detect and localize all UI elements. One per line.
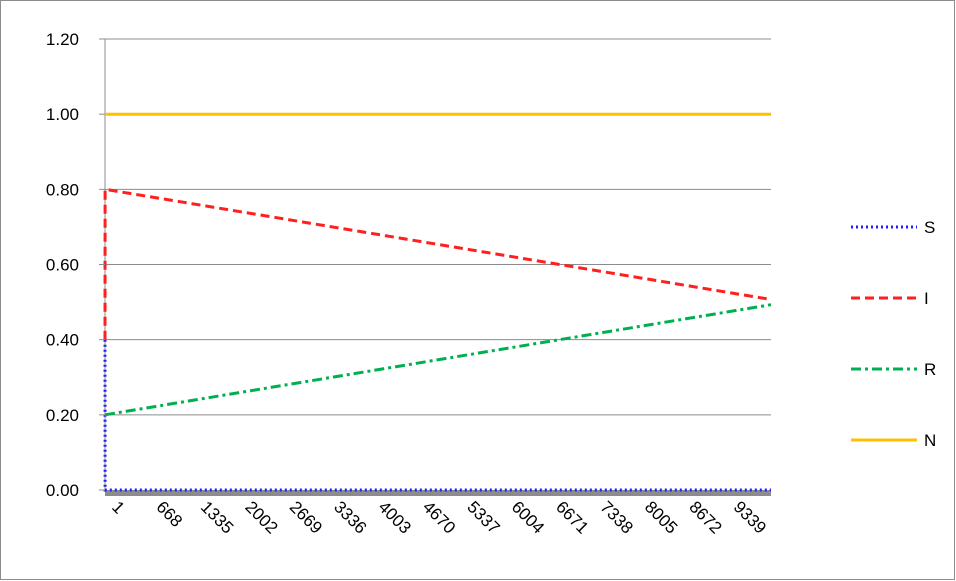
series-line-s: [103, 339, 771, 492]
legend-label-s: S: [924, 218, 935, 237]
y-axis-ticks: 0.00 0.20 0.40 0.60 0.80 1.00 1.20: [46, 30, 105, 500]
x-tick-label: 7338: [597, 497, 637, 537]
x-tick-label: 4670: [419, 497, 459, 537]
y-tick-label: 0.00: [46, 481, 79, 500]
y-tick-label: 0.60: [46, 256, 79, 275]
x-axis-ticks: 1 668 1335 2002 2669 3336 4003 4670 5337 6004 6671…: [108, 497, 770, 537]
x-tick-label: 2002: [241, 497, 281, 537]
x-tick-label: 9339: [730, 497, 770, 537]
legend: S I R N: [851, 218, 936, 450]
x-tick-label: 5337: [463, 497, 503, 537]
x-tick-label: 1335: [197, 497, 237, 537]
x-tick-label: 1: [108, 497, 128, 517]
axes: [104, 39, 771, 496]
series-line-i: [103, 187, 772, 340]
y-tick-label: 0.40: [46, 331, 79, 350]
x-tick-label: 8672: [685, 497, 725, 537]
x-tick-label: 3336: [330, 497, 370, 537]
x-tick-label: 2669: [286, 497, 326, 537]
legend-label-r: R: [924, 360, 936, 379]
x-tick-label: 4003: [375, 497, 415, 537]
x-tick-label: 8005: [641, 497, 681, 537]
y-tick-label: 0.80: [46, 180, 79, 199]
x-tick-label: 6004: [508, 497, 548, 537]
legend-label-i: I: [924, 289, 929, 308]
y-tick-label: 0.20: [46, 406, 79, 425]
x-axis-line: [105, 490, 771, 496]
y-tick-label: 1.00: [46, 105, 79, 124]
y-tick-label: 1.20: [46, 30, 79, 49]
x-tick-label: 6671: [552, 497, 592, 537]
series-line-r: [104, 303, 772, 417]
legend-label-n: N: [924, 431, 936, 450]
x-tick-label: 668: [153, 497, 186, 530]
series-group: [103, 112, 772, 492]
